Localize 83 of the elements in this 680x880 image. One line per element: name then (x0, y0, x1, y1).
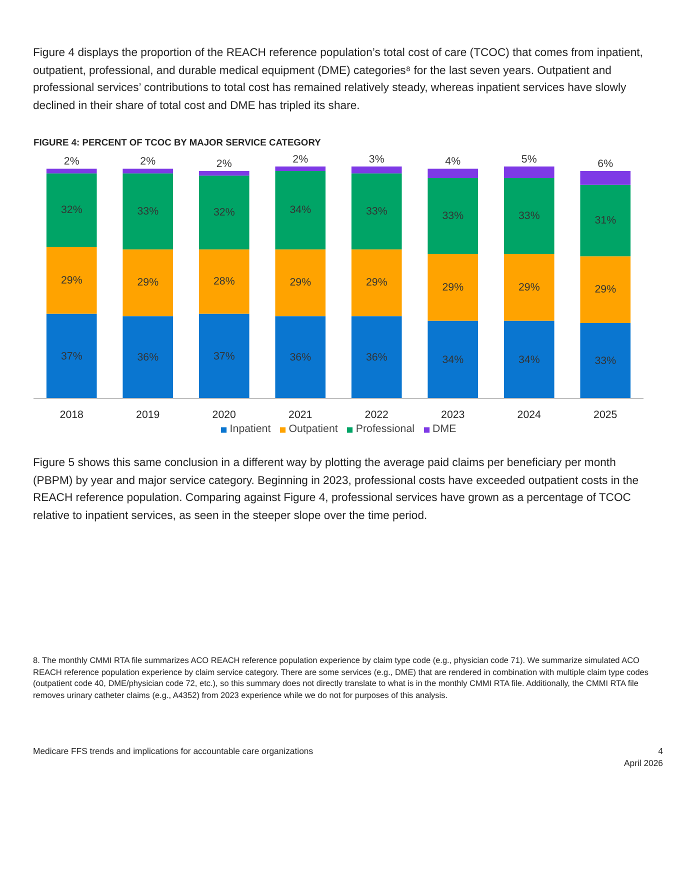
bar (580, 256, 631, 324)
data-label: 34% (442, 354, 464, 366)
text: Medicare FFS trends and implications for accountable care organizations (33, 745, 314, 758)
data-label: 2% (64, 156, 80, 168)
data-label: 6% (598, 158, 614, 170)
x-tick-label: 2022 (364, 408, 389, 421)
data-label: 32% (60, 204, 83, 216)
legend-label: DME (432, 423, 456, 435)
data-label: 33% (366, 205, 388, 218)
bar (428, 320, 478, 399)
x-tick-label: 2020 (212, 408, 236, 421)
bar (351, 173, 402, 250)
data-label: 28% (213, 276, 236, 288)
bar (504, 178, 554, 254)
caption: Figure 5 shows this same conclusion in a different way by plotting the average paid claims per beneficiary per month (PBPM) by year and major service category. Beginning in 2023, professional costs have exceeded outpatient costs in the REACH reference population. Comparing against Figure 4, professional services have grown as a percentage of TCOC relative to inpatient services, as seen in the steeper slope over the time period. (33, 456, 640, 524)
text: April 2026 (624, 758, 663, 768)
x-tick-label: 2024 (517, 408, 542, 421)
text: 8. The monthly CMMI RTA file summarizes ACO REACH reference population experience by claim type code (e.g., physician code 71). We summarize simulated ACO REACH reference population experience by claim service category. There are some services (e.g., DME) that are rendered in combination with multiple claim type codes (outpatient code 40, DME/physician code 72, etc.), so this summary does not directly translate to what is in the monthly CMMI RTA file. Additionally, the CMMI RTA file removes urinary catheter claims (e.g., A4352) from 2023 experience while we do not for purposes of this analysis. (33, 655, 650, 702)
bar (504, 166, 554, 178)
bar (198, 176, 250, 250)
bar (428, 254, 478, 321)
legend-label: Outpatient (288, 423, 338, 435)
data-label: 5% (521, 153, 538, 166)
data-label: 34% (290, 204, 312, 216)
data-label: 4% (445, 156, 462, 168)
bar (122, 249, 174, 316)
data-label: 2% (140, 156, 156, 168)
x-tick-label: 2025 (594, 408, 618, 421)
data-label: 37% (213, 350, 236, 362)
bar (46, 314, 97, 399)
bar (428, 168, 478, 178)
data-label: 34% (518, 354, 540, 366)
data-label: 29% (366, 276, 388, 289)
bar (46, 247, 97, 314)
bar (580, 184, 631, 256)
bar (198, 171, 250, 176)
bar (46, 173, 97, 248)
x-tick-label: 2023 (441, 408, 465, 421)
caption: Figure 4 displays the proportion of the REACH reference population’s total cost of care (TCOC) that comes from inpatient, outpatient, professional, and durable medical equipment (DME) categories⁸ for the last seven years. Outpatient and professional services’ contributions to total cost has remained relatively steady, whereas inpatient services have slowly declined in their share of total cost and DME has tripled its share. (33, 46, 644, 114)
data-label: 29% (137, 276, 160, 289)
data-label: 32% (213, 206, 236, 218)
x-tick-label: 2019 (136, 408, 160, 421)
bar (351, 249, 402, 316)
bar (504, 320, 554, 399)
data-label: 29% (594, 284, 617, 296)
bar (351, 166, 402, 174)
data-label: 33% (518, 210, 540, 222)
data-label: 33% (137, 205, 160, 218)
data-label: 36% (137, 352, 160, 364)
bar (122, 173, 174, 250)
data-label: 33% (442, 210, 464, 222)
bar (275, 171, 326, 250)
x-tick-label: 2021 (288, 408, 312, 421)
bar (275, 166, 326, 172)
data-label: 37% (60, 350, 83, 362)
bar (275, 249, 326, 316)
legend-label: Inpatient (230, 423, 271, 435)
x-tick-label: 2018 (60, 408, 84, 421)
bar (580, 171, 631, 185)
data-label: 29% (518, 281, 540, 294)
bar (504, 254, 554, 321)
bar (198, 314, 250, 399)
bar (275, 316, 326, 399)
data-label: 3% (368, 153, 385, 166)
data-label: 2% (216, 158, 232, 170)
data-label: 36% (366, 352, 388, 364)
data-label: 29% (442, 281, 464, 294)
bar (46, 168, 97, 174)
bar (122, 168, 174, 174)
bar (580, 323, 631, 399)
data-label: 29% (60, 274, 83, 286)
data-label: 31% (594, 214, 617, 227)
text: 4 (658, 746, 663, 756)
bar (198, 249, 250, 314)
data-label: 36% (290, 352, 312, 364)
data-label: 2% (292, 153, 309, 166)
data-label: 33% (594, 355, 617, 368)
bar (122, 316, 174, 399)
bar (428, 178, 478, 254)
data-label: 29% (290, 276, 312, 289)
bar (351, 316, 402, 399)
chart-title: FIGURE 4: PERCENT OF TCOC BY MAJOR SERVICE CATEGORY (34, 138, 322, 148)
legend-label: Professional (356, 423, 415, 435)
